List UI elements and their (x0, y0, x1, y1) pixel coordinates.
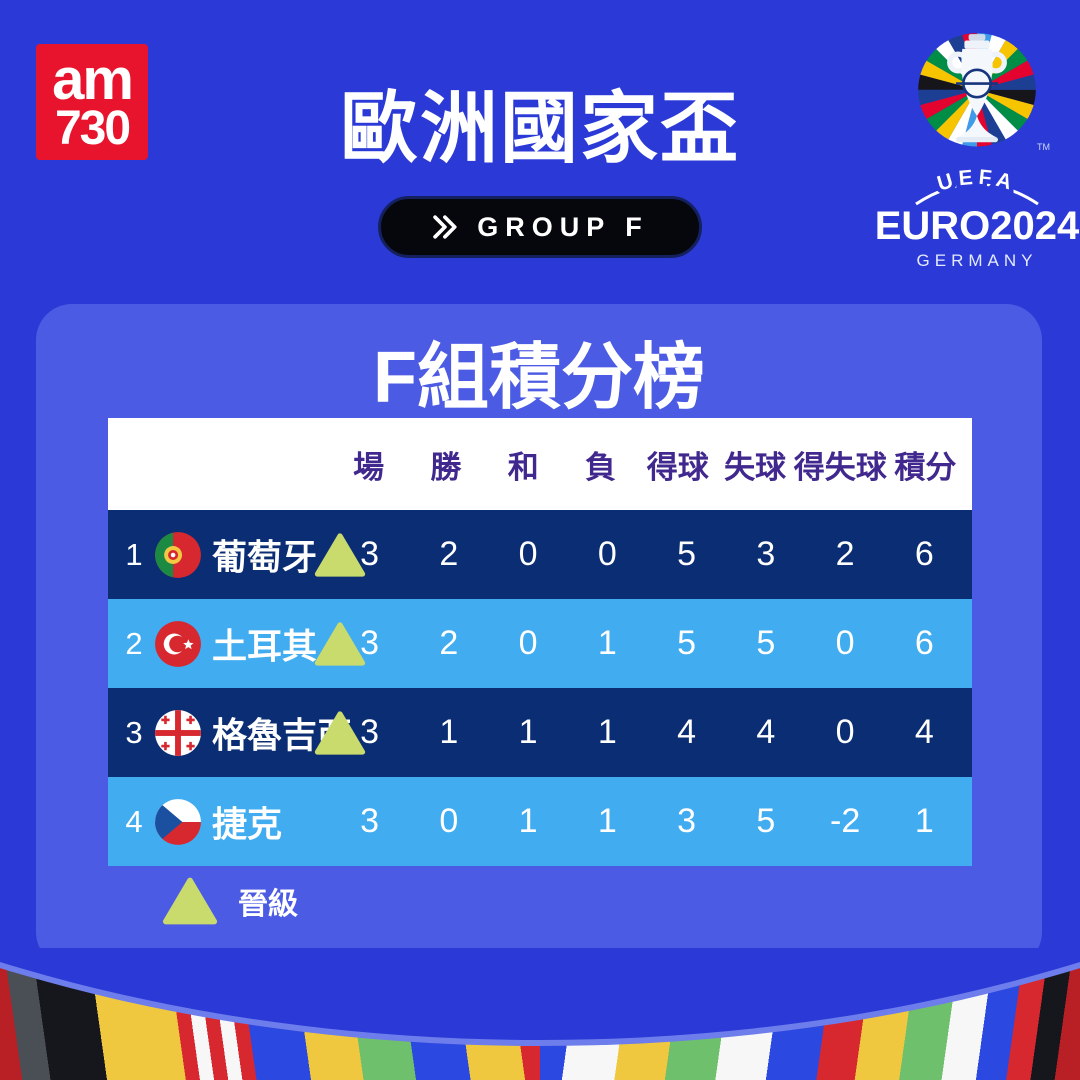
stat-value: 0 (835, 624, 855, 662)
column-header: 積分 (894, 449, 957, 485)
stat-value: 6 (914, 624, 934, 662)
column-header: 失球 (724, 449, 787, 485)
trophy-icon (918, 33, 1036, 147)
stat-value: 4 (677, 713, 697, 751)
column-header: 得球 (646, 449, 709, 485)
column-header: 勝 (430, 449, 462, 485)
standings-card: F組積分榜 場勝和負得球 失球 得失球 積分 1 葡萄牙 3 2 0 0 5 3 2 6 2 土耳其 3 2 0 1… (36, 304, 1042, 968)
table-row: 1 葡萄牙 3 2 0 0 5 3 2 6 (108, 510, 972, 599)
stat-value: 2 (835, 535, 855, 573)
stat-value: 4 (756, 713, 776, 751)
rank-label: 3 (125, 714, 143, 750)
table-row: 2 土耳其 3 2 0 1 5 5 0 6 (108, 599, 972, 688)
stat-value: 1 (914, 802, 934, 840)
qualified-triangle-icon (162, 876, 218, 926)
stat-value: 3 (360, 713, 380, 751)
rank-label: 4 (125, 803, 143, 839)
stat-value: 2 (439, 535, 459, 573)
column-header: 得失球 (793, 449, 887, 485)
trophy-cup (947, 34, 1007, 143)
flag-czech-icon (154, 798, 202, 846)
stat-value: 2 (439, 624, 459, 662)
stat-value: 6 (914, 535, 934, 573)
year-text: 2024 (990, 204, 1080, 248)
stat-value: 1 (518, 713, 538, 751)
flag-turkey-icon (154, 620, 202, 668)
stat-value: 0 (835, 713, 855, 751)
stat-value: 3 (360, 624, 380, 662)
stat-value: 5 (756, 624, 776, 662)
double-chevron-icon (433, 215, 457, 239)
am730-logo-line1: am (52, 47, 134, 113)
stat-value: 1 (597, 713, 617, 751)
card-title: F組積分榜 (373, 338, 705, 418)
stat-value: 3 (360, 802, 380, 840)
uefa-arc-text: UEFA (915, 162, 1039, 206)
euro2024-wordmark: EURO 2024 (875, 204, 1080, 249)
stat-value: 1 (518, 802, 538, 840)
team-name: 捷克 (212, 805, 283, 844)
stat-value: 1 (597, 624, 617, 662)
svg-text:UEFA: UEFA (935, 166, 1020, 196)
flag-bunting (0, 948, 1080, 1080)
rank-label: 1 (125, 536, 143, 572)
euro-text: EURO (874, 204, 991, 248)
column-header: 負 (584, 449, 616, 485)
flag-portugal-icon (154, 531, 202, 579)
trophy-wheel-icon: TM (914, 28, 1050, 160)
trademark-label: TM (1037, 142, 1050, 152)
flag-georgia-icon (154, 709, 202, 757)
column-header: 和 (507, 449, 539, 485)
euro2024-logo: TM UEFA EURO 2024 GERMANY (872, 28, 1080, 271)
qualified-triangle-icon (314, 621, 366, 667)
legend: 晉級 (162, 876, 298, 926)
stat-value: 0 (518, 624, 538, 662)
rank-label: 2 (125, 625, 143, 661)
stat-value: 1 (439, 713, 459, 751)
stat-value: -2 (830, 802, 861, 840)
stat-value: 0 (518, 535, 538, 573)
stat-value: 5 (677, 624, 697, 662)
stat-value: 5 (756, 802, 776, 840)
team-name: 葡萄牙 (212, 538, 318, 577)
group-badge-label: GROUP F (477, 211, 649, 242)
qualified-triangle-icon (314, 710, 366, 756)
table-row: 4 捷克 3 0 1 1 3 5 -2 1 (108, 777, 972, 866)
group-badge[interactable]: GROUP F (378, 196, 702, 258)
am730-logo: am 730 (36, 44, 148, 160)
stat-value: 3 (360, 535, 380, 573)
legend-label: 晉級 (238, 888, 298, 921)
stat-value: 5 (677, 535, 697, 573)
stat-value: 3 (756, 535, 776, 573)
stat-value: 0 (597, 535, 617, 573)
column-header: 場 (353, 449, 385, 485)
page-title: 歐洲國家盃 (339, 84, 740, 172)
stat-value: 1 (597, 802, 617, 840)
table-row: 3 格魯吉亞 3 1 1 1 4 4 0 4 (108, 688, 972, 777)
team-name: 土耳其 (212, 627, 318, 666)
standings-table: 場勝和負得球 失球 得失球 積分 1 葡萄牙 3 2 0 0 5 3 2 6 2 土耳其 3 2 0 1 5 5 0 6 3 格… (108, 418, 972, 866)
stat-value: 4 (914, 713, 934, 751)
table-header: 場 勝 和 負得球 失球 得失球 積分 (108, 418, 972, 510)
germany-text: GERMANY (916, 251, 1038, 270)
am730-logo-line2: 730 (54, 101, 131, 155)
qualified-triangle-icon (314, 532, 366, 578)
stat-value: 0 (439, 802, 459, 840)
stat-value: 3 (677, 802, 697, 840)
